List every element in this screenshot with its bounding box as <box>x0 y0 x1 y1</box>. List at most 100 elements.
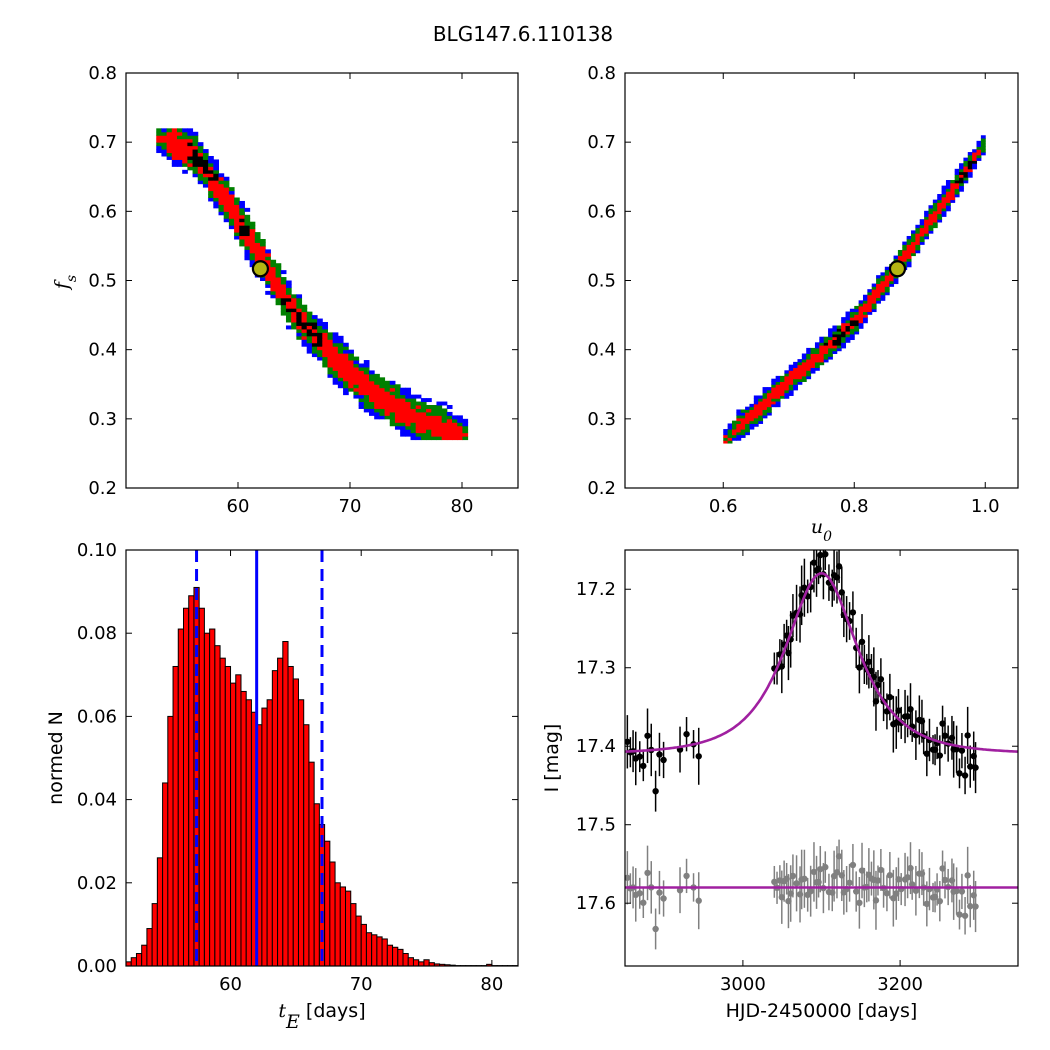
confidence-cell <box>317 335 323 340</box>
residual-point <box>958 888 966 895</box>
confidence-cell <box>924 221 929 226</box>
confidence-cell <box>384 384 391 389</box>
confidence-cell <box>788 392 794 396</box>
histogram-bar <box>224 665 232 966</box>
confidence-cell <box>358 377 365 382</box>
confidence-cell <box>849 311 855 315</box>
confidence-cell <box>801 373 807 377</box>
confidence-cell <box>384 401 391 406</box>
confidence-cell <box>213 173 220 178</box>
confidence-cell <box>915 233 921 237</box>
confidence-cell <box>228 218 235 223</box>
confidence-cell <box>208 159 214 164</box>
confidence-cell <box>296 318 303 323</box>
confidence-cell <box>924 216 929 220</box>
confidence-cell <box>967 160 973 164</box>
confidence-cell <box>322 349 328 354</box>
confidence-cell <box>426 429 432 434</box>
confidence-cell <box>902 261 908 265</box>
confidence-cell <box>343 391 349 396</box>
confidence-cell <box>317 318 323 323</box>
confidence-cell <box>213 169 220 174</box>
confidence-cell <box>828 353 833 357</box>
confidence-cell <box>171 149 178 154</box>
confidence-cell <box>306 332 313 337</box>
confidence-cell <box>446 425 453 430</box>
confidence-cell <box>208 162 214 167</box>
confidence-cell <box>410 429 417 434</box>
confidence-cell <box>166 131 173 136</box>
residual-point <box>789 872 797 880</box>
confidence-cell <box>358 387 365 392</box>
confidence-cell <box>363 387 370 392</box>
confidence-cell <box>285 283 292 288</box>
confidence-cell <box>171 152 178 157</box>
confidence-cell <box>202 176 209 181</box>
confidence-cell <box>394 387 401 392</box>
confidence-cell <box>845 333 851 338</box>
residual-point <box>939 865 946 872</box>
confidence-cell <box>244 245 251 250</box>
confidence-cell <box>810 367 816 371</box>
confidence-cell <box>793 381 798 385</box>
confidence-cell <box>932 224 938 229</box>
best-fit-marker <box>251 260 269 278</box>
confidence-cell <box>301 328 308 333</box>
confidence-cell <box>348 360 354 364</box>
confidence-cell <box>845 325 851 329</box>
y-tick-label: 0.7 <box>587 132 616 153</box>
confidence-cell <box>972 149 978 153</box>
plot-frame <box>125 549 519 967</box>
confidence-cell <box>213 162 220 167</box>
confidence-cell <box>374 398 380 403</box>
confidence-cell <box>249 242 256 247</box>
confidence-cell <box>436 422 443 427</box>
confidence-cell <box>436 425 443 430</box>
residual-point <box>636 890 643 897</box>
confidence-cell <box>249 232 256 237</box>
confidence-cell <box>841 345 847 349</box>
confidence-cell <box>788 370 794 374</box>
confidence-cell <box>740 409 746 413</box>
confidence-cell <box>156 135 162 140</box>
confidence-cell <box>182 162 188 167</box>
confidence-cell <box>845 311 851 315</box>
confidence-cell <box>306 318 313 323</box>
confidence-cell <box>213 183 220 188</box>
confidence-cell <box>950 180 956 184</box>
confidence-cell <box>270 287 277 292</box>
confidence-cell <box>363 405 370 409</box>
confidence-cell <box>828 345 833 349</box>
confidence-cell <box>213 204 220 209</box>
confidence-cell <box>810 361 816 366</box>
confidence-cell <box>296 332 303 337</box>
confidence-cell <box>950 199 956 203</box>
model-curve <box>625 571 1018 753</box>
confidence-cell <box>780 389 785 394</box>
confidence-cell <box>420 422 427 427</box>
confidence-cell <box>410 415 417 420</box>
confidence-cell <box>902 247 908 251</box>
confidence-cell <box>384 398 391 403</box>
data-point <box>683 730 690 738</box>
confidence-cell <box>296 322 303 326</box>
confidence-cell <box>950 191 956 195</box>
confidence-cell <box>849 336 855 341</box>
confidence-cell <box>379 411 386 416</box>
confidence-cell <box>452 418 458 423</box>
confidence-cell <box>337 353 344 358</box>
confidence-cell <box>441 401 448 406</box>
confidence-cell <box>275 290 282 295</box>
confidence-cell <box>405 418 412 423</box>
histogram-bar <box>297 699 305 966</box>
confidence-cell <box>244 235 251 240</box>
confidence-cell <box>854 325 860 329</box>
confidence-cell <box>753 406 759 410</box>
confidence-cell <box>749 412 755 416</box>
statistic-lines <box>195 550 324 966</box>
confidence-cell <box>959 188 964 192</box>
confidence-cell <box>358 373 365 378</box>
histogram-bar <box>177 628 184 966</box>
confidence-cell <box>819 359 825 363</box>
y-tick-label: 17.2 <box>576 579 616 600</box>
